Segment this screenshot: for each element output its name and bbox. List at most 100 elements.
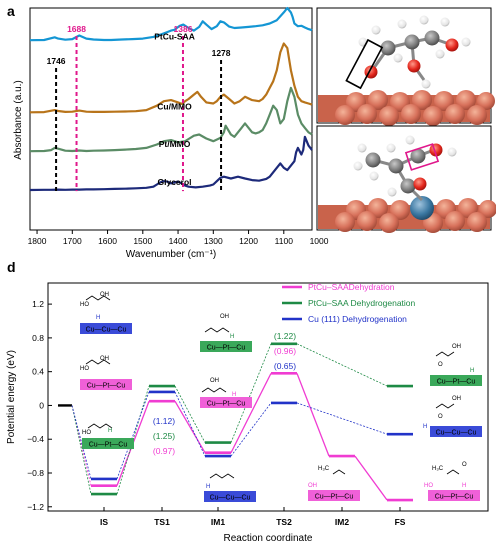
peak-marker-label: 1278 xyxy=(212,48,231,58)
series-label: Cu/MMO xyxy=(157,101,192,111)
x-tick-label: IM1 xyxy=(211,517,225,527)
peak-marker-label: 1386 xyxy=(174,24,193,34)
ch3-label: H₃C xyxy=(432,466,444,472)
x-tick-label: 1200 xyxy=(239,236,258,246)
o-label: O xyxy=(438,362,443,368)
panel-label-a: a xyxy=(7,3,15,19)
x-tick-label: 1700 xyxy=(63,236,82,246)
connector-line xyxy=(296,373,330,457)
panel-d-legend: PtCu–SAADehydration PtCu–SAA Dehydrogenat… xyxy=(282,282,416,324)
oh-label: OH xyxy=(308,483,317,489)
h-label: H xyxy=(230,334,234,340)
ho-label: HO xyxy=(82,430,91,436)
panel-d-y-axis-label: Potential energy (eV) xyxy=(6,350,17,444)
connector-line xyxy=(71,405,92,480)
x-tick-label: 1400 xyxy=(169,236,188,246)
x-tick-label: 1800 xyxy=(28,236,47,246)
species-is-cu111: OH HO H Cu—Cu—Cu xyxy=(80,292,132,334)
panel-d-x-ticks: IS TS1 IM1 TS2 IM2 FS xyxy=(100,507,406,527)
panel-a-x-ticks: 1800 1700 1600 1500 1400 1300 1200 1100 1000 xyxy=(28,230,329,246)
x-tick-label: 1600 xyxy=(98,236,117,246)
surface-label: Cu—Pt—Cu xyxy=(207,345,246,352)
surface-label: Cu—Pt—Cu xyxy=(89,442,128,449)
species-is-ptcu-green: HO H Cu—Pt—Cu xyxy=(82,423,134,449)
surface-label: Cu—Pt—Cu xyxy=(87,383,126,390)
species-fs-mid: OH O H Cu—Cu—Cu xyxy=(423,396,482,437)
species-im1-top: OH H Cu—Pt—Cu xyxy=(200,314,252,352)
series-label: Glycerol xyxy=(158,177,192,187)
ho-label: HO xyxy=(80,366,89,372)
panel-b-highlight-box xyxy=(345,38,384,90)
surface-label: Cu—Cu—Cu xyxy=(436,430,477,437)
x-tick-label: 1100 xyxy=(275,236,294,246)
h-label: H xyxy=(462,483,466,489)
barrier-label: (0.65) xyxy=(274,361,296,371)
legend-label: PtCu–SAADehydration xyxy=(308,282,395,292)
connector-line xyxy=(174,400,206,454)
spectrum-line xyxy=(29,6,313,42)
panel-label-d: d xyxy=(7,259,16,275)
peak-marker-label: 1688 xyxy=(67,24,86,34)
h-label: H xyxy=(423,424,427,430)
y-tick-label: 1.2 xyxy=(32,299,44,309)
connector-line xyxy=(296,343,388,387)
surface-label: Cu—Pt—Cu xyxy=(435,494,474,501)
x-tick-label: 1300 xyxy=(204,236,223,246)
x-tick-label: IM2 xyxy=(335,517,349,527)
ch3-label: H₃C xyxy=(318,466,330,472)
y-tick-label: 0.8 xyxy=(32,333,44,343)
panel-a-x-axis-label: Wavenumber (cm⁻¹) xyxy=(126,249,216,260)
oh-label: OH xyxy=(220,314,229,320)
barrier-label: (1.12) xyxy=(153,416,175,426)
x-tick-label: 1500 xyxy=(133,236,152,246)
connector-line xyxy=(230,373,272,454)
species-is-ptcu: OH HO Cu—Pt—Cu xyxy=(80,356,132,390)
connector-line xyxy=(230,402,272,457)
barrier-label: (1.25) xyxy=(153,431,175,441)
spectrum-line xyxy=(29,135,313,192)
h-label: H xyxy=(232,392,236,398)
panel-a-series-labels: PtCu-SAA Cu/MMO Pt/MMO Glycerol xyxy=(154,31,195,186)
species-im2: H₃C OH Cu—Pt—Cu xyxy=(308,466,360,501)
connector-line xyxy=(116,391,150,480)
panel-a-y-axis-label: Absorbance (a.u.) xyxy=(13,80,24,160)
o-label: O xyxy=(438,414,443,420)
panel-d-frame xyxy=(47,282,489,512)
x-tick-label: TS2 xyxy=(276,517,292,527)
species-fs-bottom: H₃C O HO H Cu—Pt—Cu xyxy=(424,462,480,501)
o-label: O xyxy=(462,462,467,468)
barrier-label: (0.96) xyxy=(274,346,296,356)
connector-line xyxy=(354,455,388,501)
oh-label: OH xyxy=(100,356,109,362)
y-tick-label: −1.2 xyxy=(27,502,44,512)
x-tick-label: IS xyxy=(100,517,108,527)
panel-c-highlight-box xyxy=(404,143,440,171)
oh-label: OH xyxy=(452,344,461,350)
h-label: H xyxy=(470,368,474,374)
legend-label: PtCu–SAA Dehydrogenation xyxy=(308,298,416,308)
panel-d-x-axis-label: Reaction coordinate xyxy=(224,533,313,544)
panel-d-energy-lines xyxy=(58,342,413,502)
connector-line xyxy=(71,405,92,495)
panel-a-markers: 1746 1688 1386 1278 xyxy=(47,24,231,192)
surface-label: Cu—Pt—Cu xyxy=(207,401,246,408)
series-label: Pt/MMO xyxy=(159,139,191,149)
h-label: H xyxy=(108,428,112,434)
connector-line xyxy=(230,343,272,443)
surface-label: Cu—Cu—Cu xyxy=(210,495,251,502)
panel-b-molecule xyxy=(358,15,471,89)
legend-label: Cu (111) Dehydrogenation xyxy=(308,314,407,324)
h-label: H xyxy=(206,484,210,490)
surface-label: Cu—Pt—Cu xyxy=(437,379,476,386)
species-im1-bottom: H Cu—Cu—Cu xyxy=(204,473,256,502)
connector-line xyxy=(296,402,388,435)
panel-c-molecule xyxy=(353,135,457,202)
species-fs-top: OH O H Cu—Pt—Cu xyxy=(430,344,482,386)
y-tick-label: −0.8 xyxy=(27,468,44,478)
x-tick-label: FS xyxy=(395,517,406,527)
panel-d-y-ticks: 1.2 0.8 0.4 0 −0.4 −0.8 −1.2 xyxy=(27,299,52,512)
x-tick-label: TS1 xyxy=(154,517,170,527)
connector-line xyxy=(174,391,206,457)
peak-marker-label: 1746 xyxy=(47,56,66,66)
